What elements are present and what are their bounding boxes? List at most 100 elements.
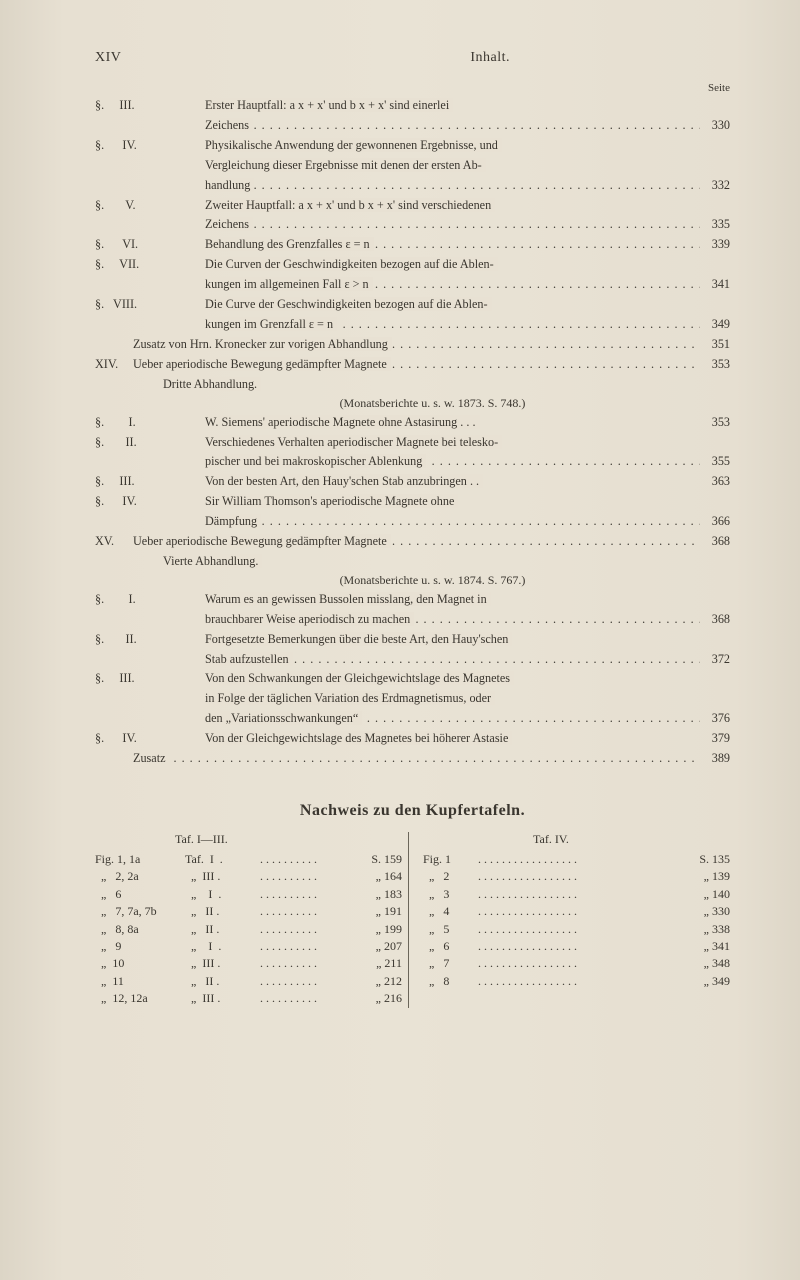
table-of-contents: §. III. Erster Hauptfall: a x + x' und b … bbox=[95, 96, 730, 768]
nachweis-heading: Nachweis zu den Kupfertafeln. bbox=[95, 802, 730, 820]
toc-page bbox=[700, 492, 730, 511]
toc-line: Zusatz von Hrn. Kronecker zur vorigen Ab… bbox=[95, 335, 730, 354]
toc-line: Dämpfung366 bbox=[95, 512, 730, 531]
toc-text: Ueber aperiodische Bewegung gedämpfter M… bbox=[133, 532, 700, 551]
toc-label bbox=[95, 116, 205, 135]
toc-page: 339 bbox=[700, 235, 730, 254]
toc-text: kungen im allgemeinen Fall ε > n bbox=[205, 275, 700, 294]
toc-text: Die Curven der Geschwindigkeiten bezogen… bbox=[205, 255, 700, 274]
toc-page bbox=[700, 669, 730, 688]
toc-label bbox=[95, 156, 205, 175]
toc-text: Zeichens bbox=[205, 116, 700, 135]
toc-label: §. I. bbox=[95, 590, 205, 609]
plate-row: „ 5„ 338 bbox=[423, 921, 730, 938]
plate-row: „ 2, 2a „ III .„ 164 bbox=[95, 868, 402, 885]
plate-row: „ 2„ 139 bbox=[423, 868, 730, 885]
toc-page: 349 bbox=[700, 315, 730, 334]
toc-line: brauchbarer Weise aperiodisch zu machen3… bbox=[95, 610, 730, 629]
toc-line: Zeichens330 bbox=[95, 116, 730, 135]
running-head-left: XIV bbox=[95, 50, 121, 66]
plate-row: „ 8, 8a „ II .„ 199 bbox=[95, 921, 402, 938]
toc-line: §. III.Von den Schwankungen der Gleichge… bbox=[95, 669, 730, 688]
toc-line: §. IV.Sir William Thomson's aperiodische… bbox=[95, 492, 730, 511]
toc-text: brauchbarer Weise aperiodisch zu machen bbox=[205, 610, 700, 629]
toc-line: Vierte Abhandlung. bbox=[95, 552, 730, 571]
toc-label bbox=[95, 375, 133, 394]
toc-label: §. VI. bbox=[95, 235, 205, 254]
toc-line: §. VII.Die Curven der Geschwindigkeiten … bbox=[95, 255, 730, 274]
toc-line: §. VI.Behandlung des Grenzfalles ε = n33… bbox=[95, 235, 730, 254]
toc-line: pischer und bei makroskopischer Ablenkun… bbox=[95, 452, 730, 471]
toc-text: Dämpfung bbox=[205, 512, 700, 531]
toc-text: Die Curve der Geschwindigkeiten bezogen … bbox=[205, 295, 700, 314]
toc-label: §. V. bbox=[95, 196, 205, 215]
toc-page: 379 bbox=[700, 729, 730, 748]
toc-line: kungen im Grenzfall ε = n349 bbox=[95, 315, 730, 334]
toc-page bbox=[700, 590, 730, 609]
toc-label: §. IV. bbox=[95, 729, 205, 748]
toc-page bbox=[700, 375, 730, 394]
toc-page: 353 bbox=[700, 413, 730, 432]
running-head: XIV Inhalt. bbox=[95, 50, 730, 66]
toc-text: Physikalische Anwendung der gewonnenen E… bbox=[205, 136, 700, 155]
toc-page: 376 bbox=[700, 709, 730, 728]
toc-text: in Folge der täglichen Variation des Erd… bbox=[205, 689, 700, 708]
toc-text: Sir William Thomson's aperiodische Magne… bbox=[205, 492, 700, 511]
toc-page bbox=[700, 295, 730, 314]
toc-line: XV.Ueber aperiodische Bewegung gedämpfte… bbox=[95, 532, 730, 551]
toc-page: 372 bbox=[700, 650, 730, 669]
toc-text: Von den Schwankungen der Gleichgewichtsl… bbox=[205, 669, 700, 688]
toc-page: 351 bbox=[700, 335, 730, 354]
toc-text: pischer und bei makroskopischer Ablenkun… bbox=[205, 452, 700, 471]
toc-line: handlung332 bbox=[95, 176, 730, 195]
toc-line: in Folge der täglichen Variation des Erd… bbox=[95, 689, 730, 708]
toc-page: 353 bbox=[700, 355, 730, 374]
plate-row: Fig. 1, 1aTaf. I .S. 159 bbox=[95, 851, 402, 868]
toc-line: XIV.Ueber aperiodische Bewegung gedämpft… bbox=[95, 355, 730, 374]
plate-row: „ 12, 12a „ III .„ 216 bbox=[95, 990, 402, 1007]
seite-label: Seite bbox=[95, 82, 730, 94]
plate-row: „ 7„ 348 bbox=[423, 955, 730, 972]
plate-row: „ 11 „ II .„ 212 bbox=[95, 973, 402, 990]
toc-line: §. I.Warum es an gewissen Bussolen missl… bbox=[95, 590, 730, 609]
plate-row: „ 4„ 330 bbox=[423, 903, 730, 920]
toc-label: §. II. bbox=[95, 630, 205, 649]
plate-row: „ 6 „ I .„ 183 bbox=[95, 886, 402, 903]
toc-text: Zweiter Hauptfall: a x + x' und b x + x'… bbox=[205, 196, 700, 215]
toc-line: §. II.Fortgesetzte Bemerkungen über die … bbox=[95, 630, 730, 649]
toc-label bbox=[95, 749, 133, 768]
toc-label: XIV. bbox=[95, 355, 133, 374]
toc-text: Von der Gleichgewichtslage des Magnetes … bbox=[205, 729, 700, 748]
toc-page: 366 bbox=[700, 512, 730, 531]
plate-row: „ 8„ 349 bbox=[423, 973, 730, 990]
toc-label: §. I. bbox=[95, 413, 205, 432]
toc-line: §. III.Erster Hauptfall: a x + x' und b … bbox=[95, 96, 730, 115]
toc-label bbox=[95, 335, 133, 354]
toc-label: §. VIII. bbox=[95, 295, 205, 314]
toc-label: §. II. bbox=[95, 433, 205, 452]
toc-page: 330 bbox=[700, 116, 730, 135]
toc-page: 355 bbox=[700, 452, 730, 471]
toc-line: Zeichens335 bbox=[95, 215, 730, 234]
toc-text: Stab aufzustellen bbox=[205, 650, 700, 669]
toc-label: §. VII. bbox=[95, 255, 205, 274]
toc-label bbox=[95, 650, 205, 669]
toc-label bbox=[95, 275, 205, 294]
page: XIV Inhalt. Seite §. III. Erster Hauptfal… bbox=[0, 0, 800, 1048]
toc-page: 341 bbox=[700, 275, 730, 294]
toc-text: handlung bbox=[205, 176, 700, 195]
plate-row: „ 9 „ I .„ 207 bbox=[95, 938, 402, 955]
toc-label bbox=[95, 452, 205, 471]
toc-text: Erster Hauptfall: a x + x' und b x + x' … bbox=[205, 96, 700, 115]
toc-text: Ueber aperiodische Bewegung gedämpfter M… bbox=[133, 355, 700, 374]
plate-row: „ 3„ 140 bbox=[423, 886, 730, 903]
toc-line: §. VIII.Die Curve der Geschwindigkeiten … bbox=[95, 295, 730, 314]
plate-row: „ 10 „ III .„ 211 bbox=[95, 955, 402, 972]
toc-label bbox=[95, 215, 205, 234]
plate-row: „ 6„ 341 bbox=[423, 938, 730, 955]
toc-label bbox=[95, 512, 205, 531]
plates-right-head: Taf. IV. bbox=[423, 832, 730, 847]
toc-label: §. III. bbox=[95, 669, 205, 688]
toc-line: §. IV.Physikalische Anwendung der gewonn… bbox=[95, 136, 730, 155]
running-head-right: Inhalt. bbox=[470, 50, 510, 66]
